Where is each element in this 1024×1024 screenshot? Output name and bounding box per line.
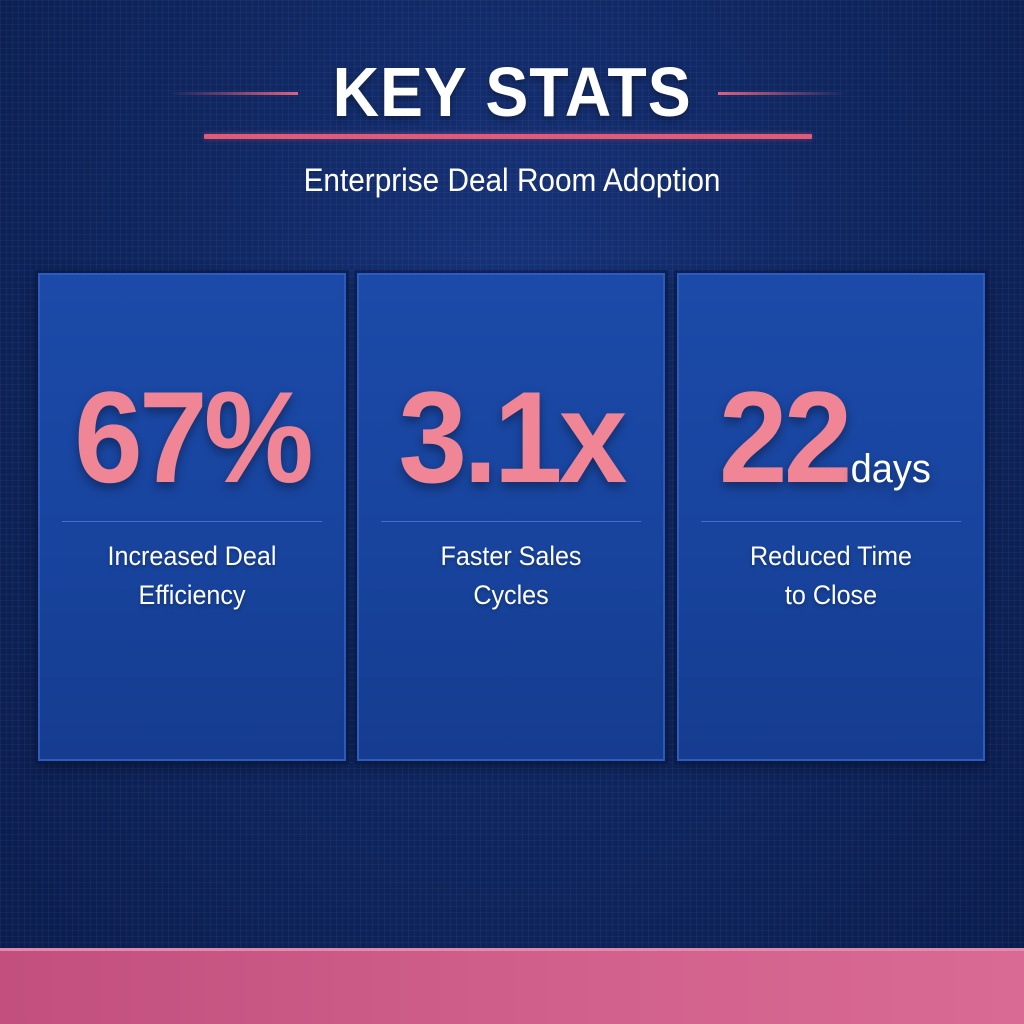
card-divider — [701, 521, 961, 522]
stat-card-efficiency: 67% Increased Deal Efficiency — [38, 273, 346, 761]
footer-bar — [0, 948, 1024, 1024]
stat-label-line2: to Close — [784, 580, 878, 610]
stat-value: 22days — [687, 367, 976, 539]
card-divider — [381, 521, 641, 522]
card-divider — [62, 521, 322, 522]
stat-label-line1: Reduced Time — [750, 541, 912, 571]
stat-label-line2: Efficiency — [138, 580, 246, 610]
stat-label-line1: Faster Sales — [440, 541, 582, 571]
stat-label: Faster Sales Cycles — [370, 537, 653, 615]
stat-card-sales-cycles: 3.1x Faster Sales Cycles — [357, 273, 665, 761]
stat-label: Reduced Time to Close — [690, 537, 973, 615]
header: KEY STATS — [0, 52, 1024, 132]
stat-value: 3.1x — [367, 367, 656, 507]
stat-label-line2: Cycles — [473, 580, 549, 610]
stat-value: 67% — [48, 367, 337, 507]
stat-unit: days — [850, 447, 931, 491]
stat-card-time-to-close: 22days Reduced Time to Close — [677, 273, 985, 761]
stat-number: 67% — [74, 364, 314, 510]
page-title: KEY STATS — [332, 53, 692, 131]
page-subtitle: Enterprise Deal Room Adoption — [303, 162, 721, 198]
title-decor-line-right — [718, 92, 848, 95]
stat-label-line1: Increased Deal — [107, 541, 277, 571]
title-underline — [204, 134, 812, 139]
stat-cards: 67% Increased Deal Efficiency 3.1x Faste… — [38, 273, 986, 761]
title-decor-line-left — [168, 92, 298, 95]
stat-label: Increased Deal Efficiency — [51, 537, 334, 615]
stat-number: 3.1x — [398, 364, 627, 510]
stat-number: 22 — [718, 364, 853, 510]
